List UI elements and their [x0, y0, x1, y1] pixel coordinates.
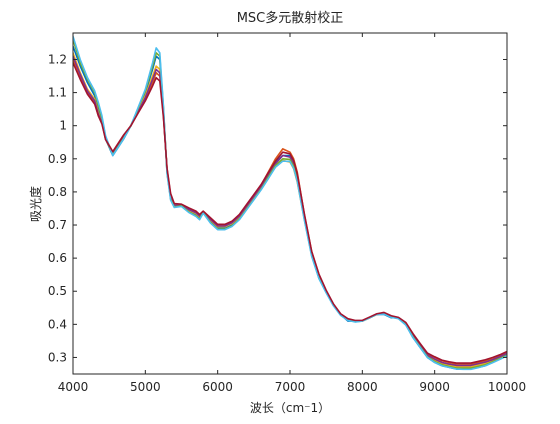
- y-tick-label: 0.4: [48, 317, 67, 331]
- series-line-7: [73, 61, 507, 364]
- x-tick-label: 5000: [130, 380, 161, 394]
- y-tick-label: 0.8: [48, 185, 67, 199]
- series-layer: [73, 35, 507, 371]
- x-tick-label: 7000: [275, 380, 306, 394]
- y-axis-label: 吸光度: [28, 186, 43, 222]
- x-axis-label: 波长（cm⁻1）: [250, 401, 330, 415]
- series-line-4: [73, 55, 507, 367]
- y-tick-label: 0.6: [48, 251, 67, 265]
- axes-layer: 4000 5000 6000 7000 8000 9000 10000 0.3 0.4 0.5 0.…: [48, 32, 526, 394]
- x-tick-label: 6000: [202, 380, 233, 394]
- plot-background: [73, 33, 507, 374]
- y-tick-label: 1.2: [48, 52, 67, 66]
- y-tick-label: 0.9: [48, 152, 67, 166]
- y-tick-label: 0.3: [48, 350, 67, 364]
- chart-title: MSC多元散射校正: [237, 10, 344, 26]
- y-tick-label: 1.1: [48, 86, 67, 100]
- x-tick-label: 8000: [347, 380, 378, 394]
- y-tick-label: 1: [59, 119, 67, 133]
- y-tick-label: 0.7: [48, 218, 67, 232]
- plot-area: [73, 33, 507, 374]
- x-tick-label: 9000: [419, 380, 450, 394]
- x-tick-label: 4000: [58, 380, 89, 394]
- y-tick-label: 0.5: [48, 284, 67, 298]
- x-tick-label: 10000: [488, 380, 526, 394]
- series-line-6: [73, 35, 507, 371]
